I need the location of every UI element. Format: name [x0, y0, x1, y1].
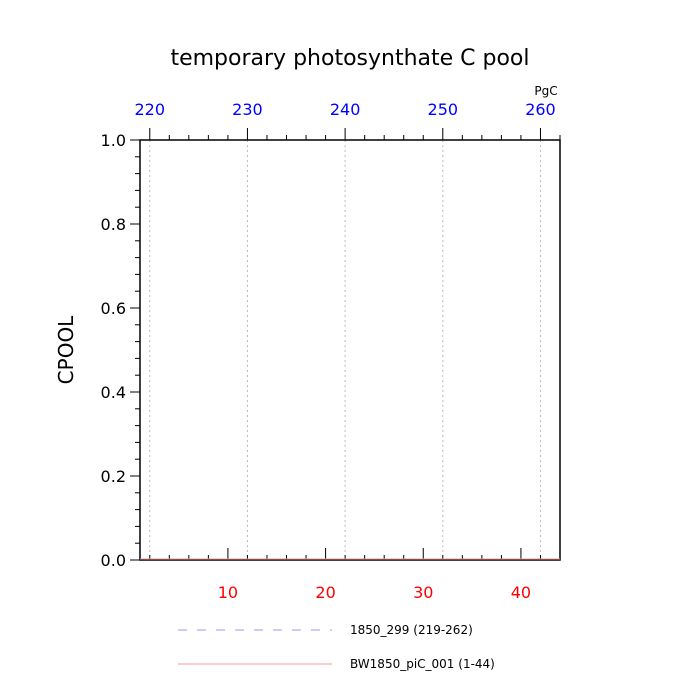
legend: 1850_299 (219-262) BW1850_piC_001 (1-44) [178, 623, 495, 671]
legend-label: 1850_299 (219-262) [350, 623, 473, 637]
top-x-tick-label: 250 [428, 100, 459, 119]
top-x-tick-label: 260 [525, 100, 556, 119]
bottom-x-tick-labels: 10 20 30 40 [218, 583, 531, 602]
plot-frame [139, 139, 561, 561]
chart-title: temporary photosynthate C pool [170, 46, 529, 71]
y-tick-label: 1.0 [101, 131, 126, 150]
y-tick-label: 0.6 [101, 299, 126, 318]
legend-label: BW1850_piC_001 (1-44) [350, 657, 495, 671]
top-x-tick-label: 240 [330, 100, 361, 119]
bottom-x-tick-label: 30 [413, 583, 433, 602]
y-tick-label: 0.8 [101, 215, 126, 234]
top-x-tick-labels: 220 230 240 250 260 [134, 100, 555, 119]
top-x-tick-label: 230 [232, 100, 263, 119]
y-tick-label: 0.0 [101, 551, 126, 570]
y-tick-labels: 0.0 0.2 0.4 0.6 0.8 1.0 [101, 131, 126, 570]
bottom-x-tick-label: 20 [315, 583, 335, 602]
bottom-x-tick-label: 10 [218, 583, 238, 602]
top-x-tick-label: 220 [134, 100, 165, 119]
top-axis-unit: PgC [534, 84, 557, 98]
major-ticks [130, 128, 541, 561]
minor-ticks [135, 135, 561, 560]
y-tick-label: 0.2 [101, 467, 126, 486]
y-tick-label: 0.4 [101, 383, 126, 402]
bottom-x-tick-label: 40 [511, 583, 531, 602]
y-axis-label: CPOOL [54, 315, 78, 385]
gridlines [149, 140, 541, 560]
